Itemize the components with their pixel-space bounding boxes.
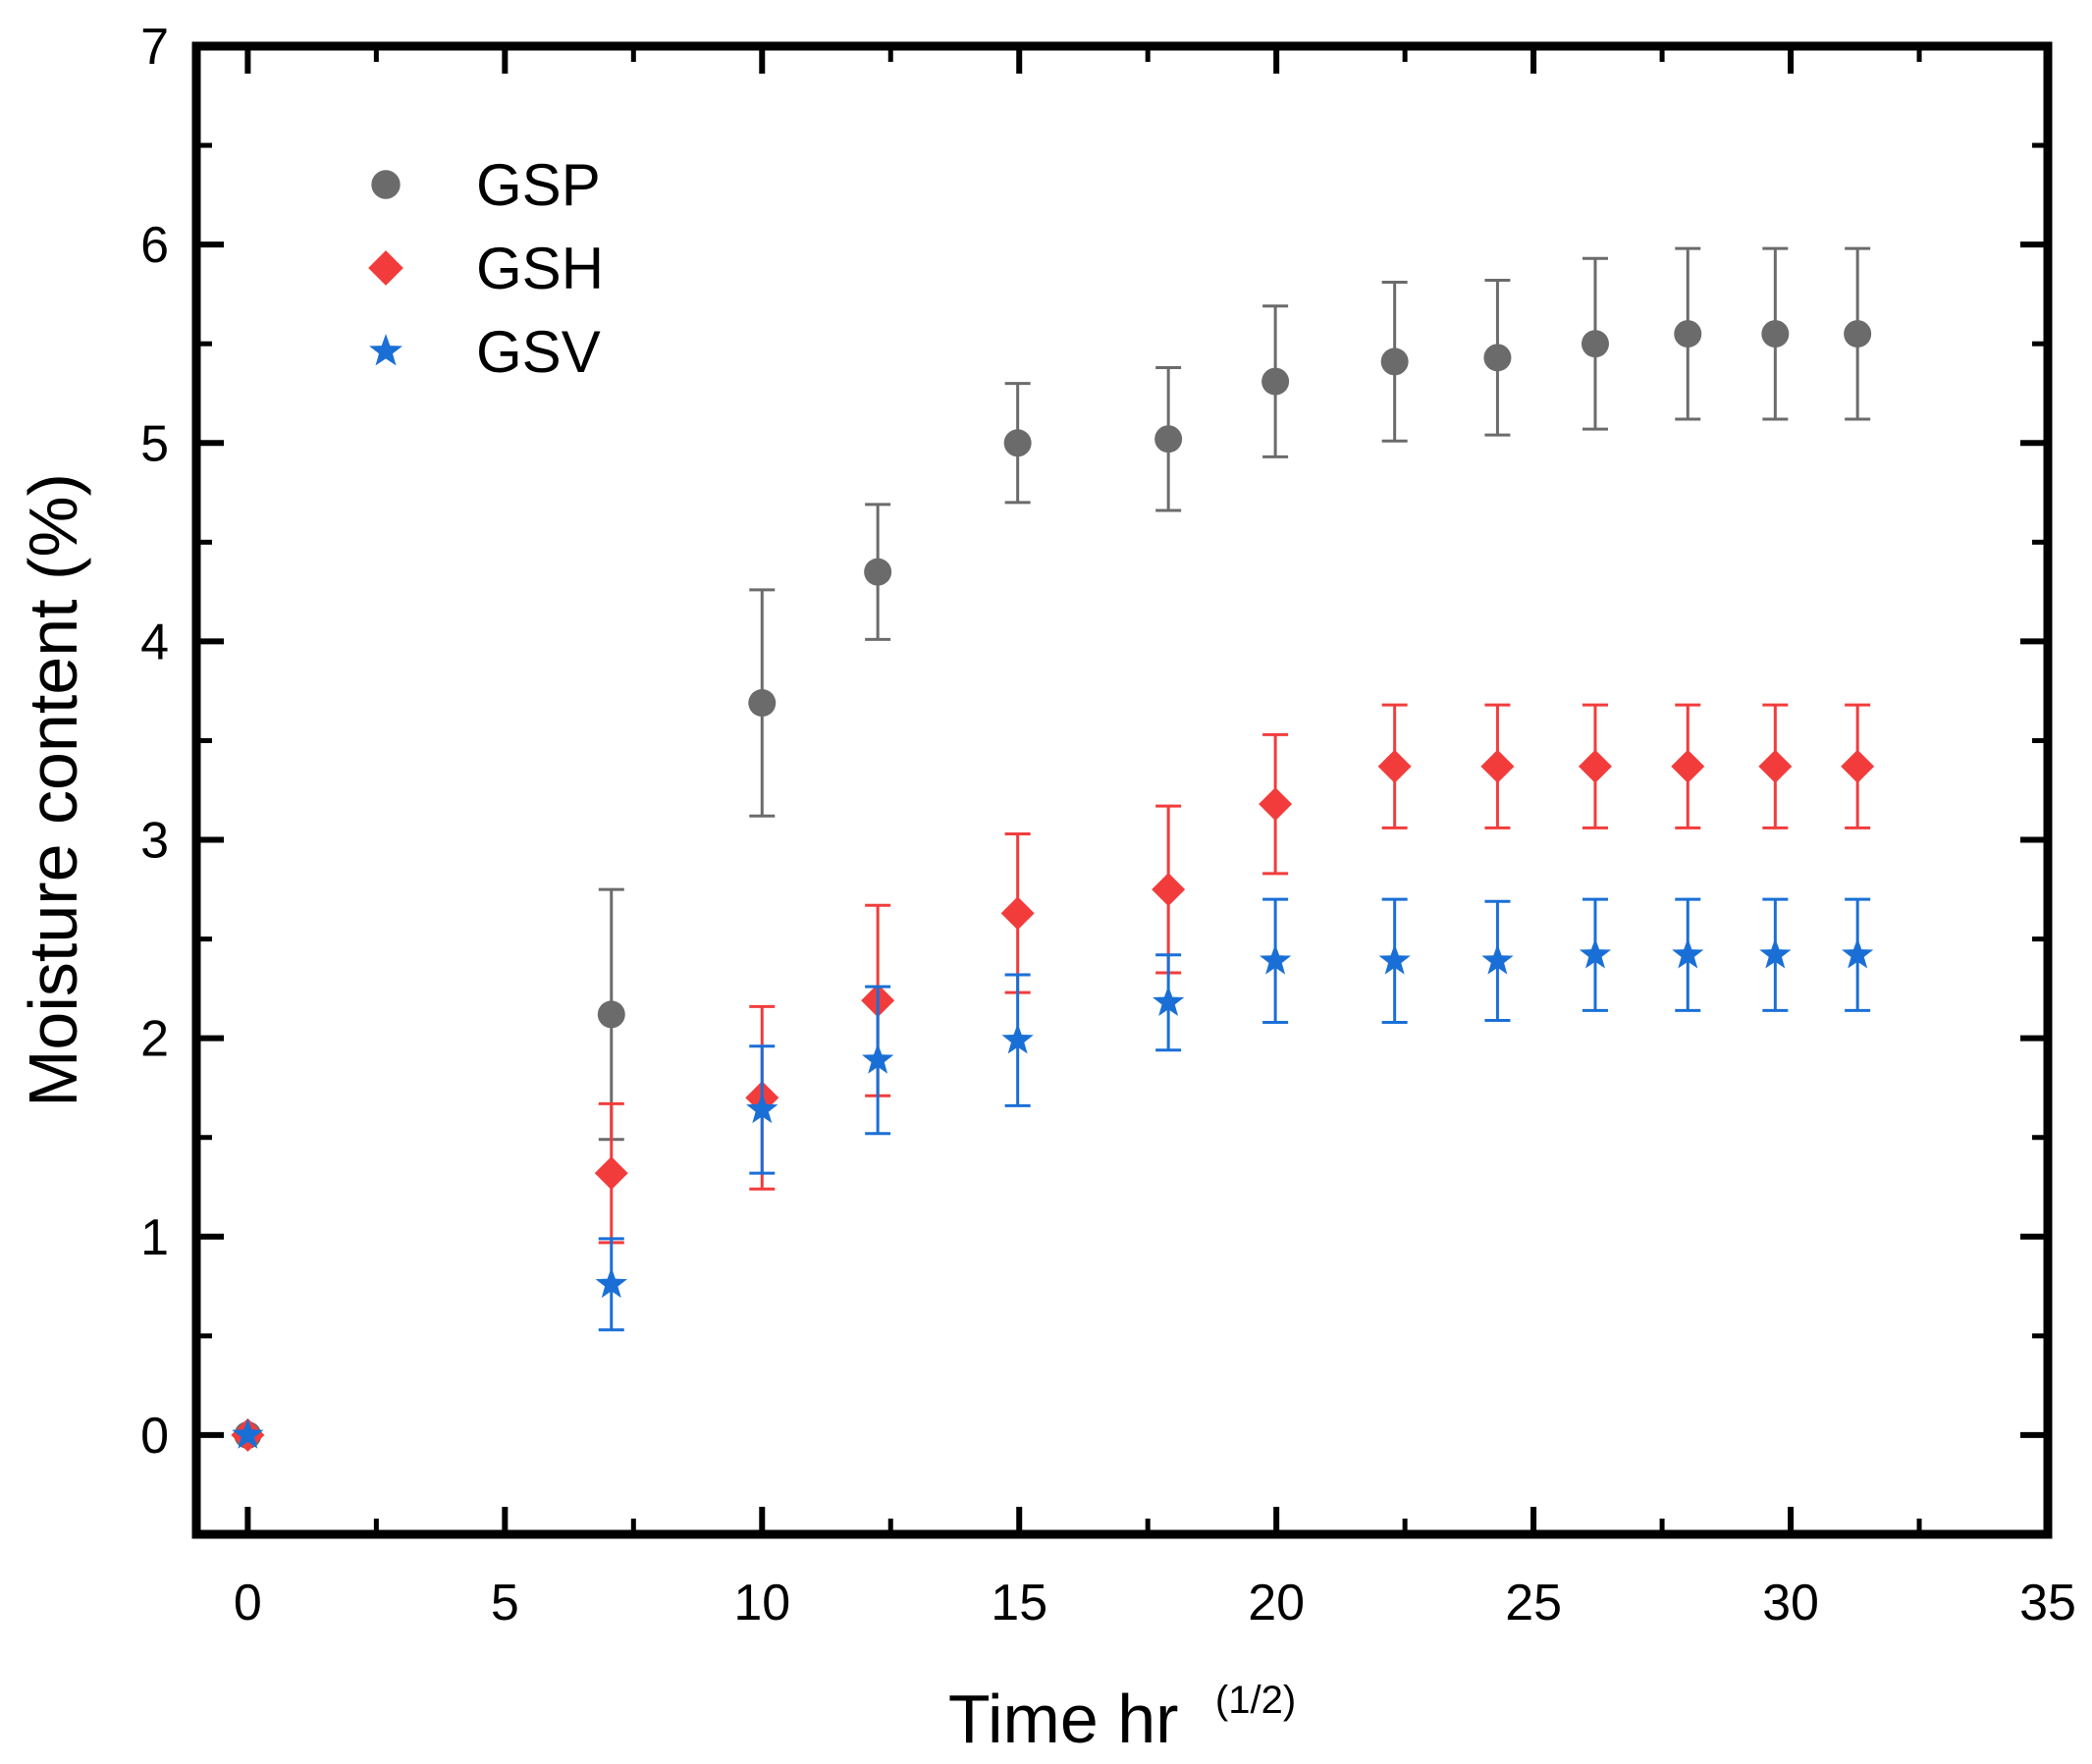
data-point-gsv bbox=[1481, 943, 1514, 975]
data-point-gsp bbox=[597, 1000, 625, 1029]
data-point-gsv bbox=[1378, 943, 1411, 975]
data-point-gsh bbox=[1671, 749, 1705, 783]
data-point-gsp bbox=[1674, 320, 1702, 348]
data-point-gsp bbox=[1581, 330, 1609, 358]
y-tick-label: 0 bbox=[140, 1408, 169, 1465]
y-tick-label: 2 bbox=[140, 1011, 169, 1068]
data-point-gsh bbox=[594, 1156, 628, 1191]
data-point-gsv bbox=[862, 1042, 894, 1074]
data-point-gsv bbox=[1001, 1023, 1034, 1054]
data-point-gsv bbox=[1842, 937, 1874, 969]
x-axis-title-main: Time hr bbox=[948, 1681, 1179, 1757]
x-axis-title-superscript: (1/2) bbox=[1215, 1679, 1296, 1722]
plot-frame bbox=[191, 41, 2053, 1539]
y-tick-label: 1 bbox=[140, 1209, 169, 1266]
legend-item-gsp: GSP bbox=[371, 152, 601, 218]
data-point-gsv bbox=[232, 1417, 264, 1449]
data-point-gsp bbox=[864, 558, 892, 586]
x-tick-label: 25 bbox=[1505, 1575, 1562, 1631]
legend-label-gsh: GSH bbox=[476, 236, 604, 301]
x-axis-title: Time hr (1/2) bbox=[948, 1679, 1296, 1757]
x-tick-label: 0 bbox=[234, 1575, 262, 1631]
data-point-gsp bbox=[1003, 429, 1032, 457]
data-point-gsp bbox=[1261, 367, 1290, 396]
data-point-gsv bbox=[1260, 943, 1292, 975]
x-tick-label: 20 bbox=[1248, 1575, 1305, 1631]
data-point-gsh bbox=[1259, 787, 1293, 822]
series-gsv bbox=[232, 897, 1874, 1449]
data-point-gsp bbox=[1483, 344, 1512, 372]
legend-label-gsv: GSV bbox=[476, 319, 601, 385]
data-point-gsv bbox=[595, 1267, 627, 1299]
data-point-gsp bbox=[748, 689, 777, 718]
data-point-gsv bbox=[1153, 986, 1185, 1016]
data-point-gsh bbox=[1578, 749, 1612, 783]
axis-ticks-layer: 0 5 10 15 20 25 30 35 0 1 2 3 4 5 6 7 bbox=[140, 19, 2076, 1631]
legend-marker-gsh bbox=[368, 250, 403, 286]
series-gsp bbox=[234, 246, 1872, 1449]
legend-marker-gsv bbox=[369, 334, 402, 366]
y-tick-label: 6 bbox=[140, 217, 169, 274]
data-point-gsv bbox=[1579, 937, 1612, 969]
data-point-gsp bbox=[1844, 320, 1872, 348]
data-point-gsh bbox=[1758, 749, 1793, 783]
x-tick-label: 15 bbox=[991, 1575, 1047, 1631]
legend-label-gsp: GSP bbox=[476, 152, 601, 218]
data-point-gsh bbox=[1152, 873, 1186, 907]
y-tick-label: 5 bbox=[140, 415, 169, 472]
legend: GSP GSH GSV bbox=[368, 152, 604, 385]
data-point-gsh bbox=[1480, 749, 1515, 783]
legend-item-gsv: GSV bbox=[369, 319, 601, 385]
x-tick-label: 10 bbox=[733, 1575, 790, 1631]
y-tick-label: 7 bbox=[140, 19, 169, 76]
data-point-gsp bbox=[1380, 347, 1409, 376]
legend-item-gsh: GSH bbox=[368, 236, 604, 301]
data-point-gsh bbox=[1841, 749, 1875, 783]
y-tick-label: 4 bbox=[140, 614, 169, 670]
data-point-gsv bbox=[1759, 937, 1792, 969]
plot-marks-layer bbox=[231, 246, 1875, 1452]
data-point-gsh bbox=[1000, 896, 1035, 931]
y-axis-title: Moisture content (%) bbox=[15, 473, 91, 1107]
x-tick-label: 35 bbox=[2019, 1575, 2076, 1631]
data-point-gsp bbox=[1761, 320, 1790, 348]
y-tick-label: 3 bbox=[140, 813, 169, 870]
x-tick-label: 5 bbox=[491, 1575, 519, 1631]
data-point-gsv bbox=[1672, 937, 1704, 969]
data-point-gsh bbox=[1377, 749, 1412, 783]
data-point-gsv bbox=[746, 1093, 778, 1124]
data-point-gsp bbox=[1154, 425, 1183, 454]
legend-marker-gsp bbox=[371, 170, 401, 199]
x-tick-label: 30 bbox=[1762, 1575, 1819, 1631]
